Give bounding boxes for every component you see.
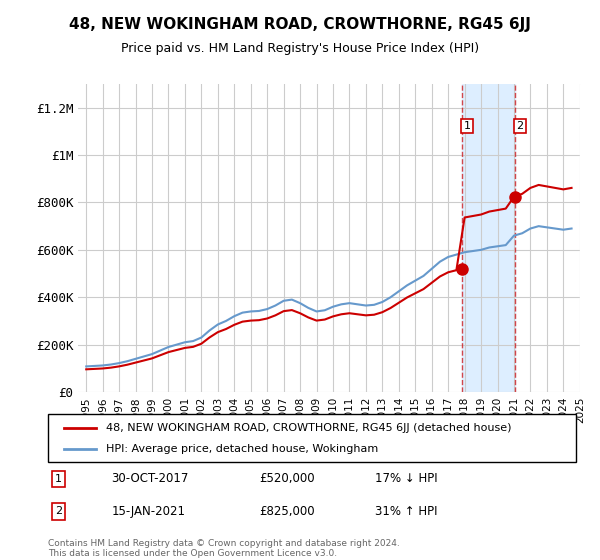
Text: 1: 1 xyxy=(463,121,470,131)
Text: 30-OCT-2017: 30-OCT-2017 xyxy=(112,473,189,486)
Text: Price paid vs. HM Land Registry's House Price Index (HPI): Price paid vs. HM Land Registry's House … xyxy=(121,42,479,55)
Text: 15-JAN-2021: 15-JAN-2021 xyxy=(112,505,185,517)
Text: Contains HM Land Registry data © Crown copyright and database right 2024.
This d: Contains HM Land Registry data © Crown c… xyxy=(48,539,400,558)
Text: 2: 2 xyxy=(516,121,523,131)
Text: 17% ↓ HPI: 17% ↓ HPI xyxy=(376,473,438,486)
Text: 48, NEW WOKINGHAM ROAD, CROWTHORNE, RG45 6JJ (detached house): 48, NEW WOKINGHAM ROAD, CROWTHORNE, RG45… xyxy=(106,423,512,433)
Bar xyxy=(462,84,515,392)
Text: HPI: Average price, detached house, Wokingham: HPI: Average price, detached house, Woki… xyxy=(106,444,379,454)
Text: 2: 2 xyxy=(55,506,62,516)
Text: £825,000: £825,000 xyxy=(259,505,315,517)
Text: £520,000: £520,000 xyxy=(259,473,315,486)
Text: 48, NEW WOKINGHAM ROAD, CROWTHORNE, RG45 6JJ: 48, NEW WOKINGHAM ROAD, CROWTHORNE, RG45… xyxy=(69,17,531,32)
Bar xyxy=(580,84,588,392)
Text: 1: 1 xyxy=(55,474,62,484)
Text: 31% ↑ HPI: 31% ↑ HPI xyxy=(376,505,438,517)
FancyBboxPatch shape xyxy=(48,414,576,462)
